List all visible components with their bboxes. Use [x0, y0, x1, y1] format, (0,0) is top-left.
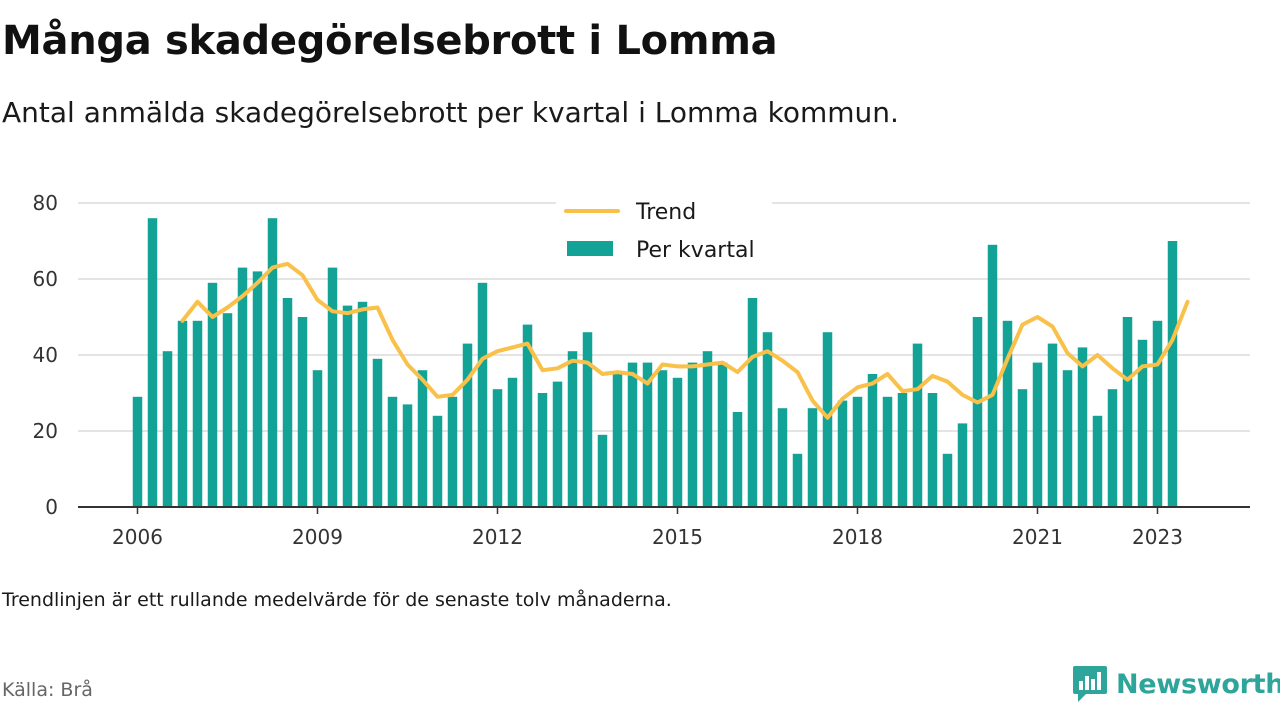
- bar: [852, 396, 863, 507]
- bar: [522, 324, 533, 507]
- bar: [432, 415, 443, 507]
- x-tick-label: 2009: [292, 525, 343, 549]
- x-tick-label: 2021: [1012, 525, 1063, 549]
- legend: Trend Per kvartal: [556, 197, 772, 269]
- y-tick-label: 60: [33, 267, 58, 291]
- x-tick-label: 2012: [472, 525, 523, 549]
- bar: [1137, 339, 1148, 507]
- bar: [747, 298, 758, 507]
- bar: [357, 301, 368, 507]
- x-tick-label: 2023: [1132, 525, 1183, 549]
- bar: [717, 362, 728, 507]
- bar: [582, 332, 593, 507]
- bar: [372, 358, 383, 507]
- bar: [912, 343, 923, 507]
- bar-series: [132, 218, 1178, 508]
- bar: [987, 244, 998, 508]
- bar: [597, 434, 608, 507]
- chart-title: Många skadegörelsebrott i Lomma: [2, 18, 778, 64]
- bar: [507, 377, 518, 507]
- bar: [837, 400, 848, 507]
- chart-note: Trendlinjen är ett rullande medelvärde f…: [2, 589, 672, 611]
- legend-bar-label: Per kvartal: [636, 238, 755, 263]
- y-tick-label: 80: [33, 191, 58, 215]
- bar: [222, 313, 233, 507]
- bar: [1002, 320, 1013, 507]
- bar: [1077, 347, 1088, 507]
- bar: [417, 370, 428, 507]
- bar: [567, 351, 578, 507]
- bar: [552, 381, 563, 507]
- bar: [132, 396, 143, 507]
- brand-name: Newsworthy: [1116, 668, 1280, 700]
- y-axis: 0 20 40 60 80: [33, 191, 58, 519]
- bar: [237, 267, 248, 507]
- x-tick-label: 2018: [832, 525, 883, 549]
- source-label: Källa: Brå: [2, 679, 93, 701]
- x-axis: 2006 2009 2012 2015 2018 2021 2023: [78, 506, 1250, 549]
- bar: [942, 453, 953, 507]
- brand-logo[interactable]: Newsworthy: [1072, 664, 1280, 704]
- bar: [972, 317, 983, 507]
- bar: [477, 282, 488, 507]
- legend-trend-label: Trend: [635, 200, 696, 225]
- bar: [702, 351, 713, 507]
- bar: [1017, 389, 1028, 507]
- y-tick-label: 20: [33, 419, 58, 443]
- bar: [867, 374, 878, 507]
- bar: [177, 320, 188, 507]
- bar: [402, 404, 413, 507]
- bar: [1152, 320, 1163, 507]
- bar: [1032, 362, 1043, 507]
- bar: [732, 412, 743, 507]
- bar: [807, 408, 818, 507]
- bar: [687, 362, 698, 507]
- bar: [657, 370, 668, 507]
- legend-bar-swatch: [567, 241, 613, 256]
- bar: [777, 408, 788, 507]
- bar: [252, 271, 263, 507]
- bar: [267, 218, 278, 507]
- bar: [1092, 415, 1103, 507]
- bar: [957, 423, 968, 507]
- chart-subtitle: Antal anmälda skadegörelsebrott per kvar…: [2, 96, 899, 129]
- bar: [1062, 370, 1073, 507]
- bar: [1047, 343, 1058, 507]
- bar: [672, 377, 683, 507]
- bar: [312, 370, 323, 507]
- x-tick-label: 2015: [652, 525, 703, 549]
- y-tick-label: 0: [45, 495, 58, 519]
- bar: [897, 393, 908, 507]
- bar: [282, 298, 293, 507]
- newsworthy-chart-bubble-icon: [1073, 666, 1107, 702]
- bar: [492, 389, 503, 507]
- bar: [1107, 389, 1118, 507]
- bar: [447, 396, 458, 507]
- bar: [882, 396, 893, 507]
- bar: [612, 374, 623, 507]
- bar: [1167, 241, 1178, 507]
- bar: [792, 453, 803, 507]
- bar: [387, 396, 398, 507]
- bar: [192, 320, 203, 507]
- bar: [207, 282, 218, 507]
- bar: [642, 362, 653, 507]
- bar: [327, 267, 338, 507]
- bar: [627, 362, 638, 507]
- trend-series: [180, 261, 1190, 420]
- bar: [162, 351, 173, 507]
- bar: [462, 343, 473, 507]
- bar: [342, 305, 353, 507]
- bar: [1122, 317, 1133, 507]
- x-tick-label: 2006: [112, 525, 163, 549]
- bar: [537, 393, 548, 507]
- y-tick-label: 40: [33, 343, 58, 367]
- bar: [762, 332, 773, 507]
- bar: [297, 317, 308, 507]
- bar: [927, 393, 938, 507]
- bar: [147, 218, 158, 507]
- trend-line: [180, 261, 1190, 420]
